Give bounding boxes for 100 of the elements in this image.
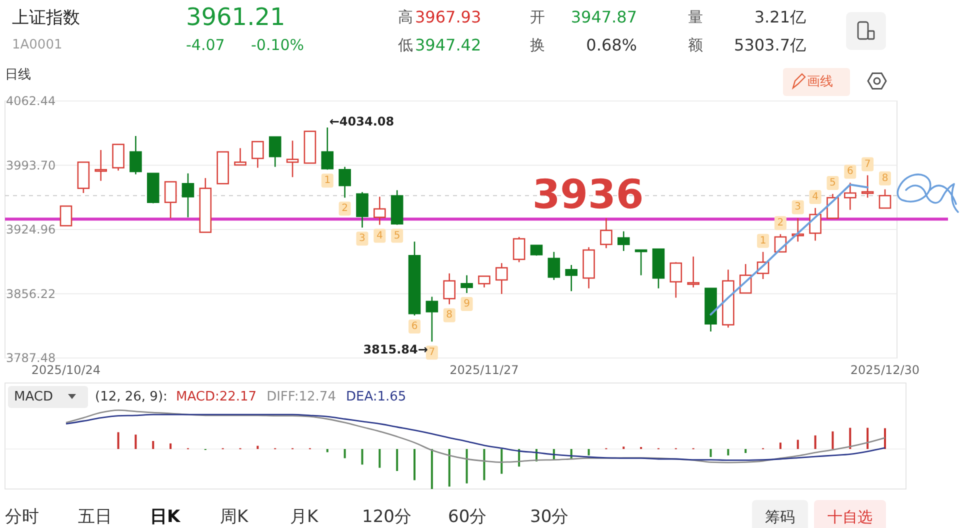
text: 3947.87 [570, 8, 637, 26]
candlestick [234, 147, 246, 166]
text: 7 [428, 347, 436, 358]
candlestick [182, 172, 194, 218]
candlestick [809, 207, 822, 242]
candlestick [634, 249, 648, 276]
candlestick [374, 196, 386, 226]
candlestick [356, 191, 368, 228]
bar [483, 449, 486, 480]
bar [832, 431, 834, 449]
text: 日K [150, 507, 181, 527]
text: 月K [290, 507, 319, 527]
bar [396, 449, 398, 471]
candlestick [600, 218, 612, 249]
chart-title: MACD [14, 390, 53, 404]
text: 60分 [448, 507, 487, 527]
text: 6 [846, 166, 854, 178]
bar [414, 449, 416, 480]
text: 3 [359, 233, 366, 244]
text: 5 [394, 230, 400, 242]
candlestick [565, 264, 578, 292]
text: 4 [812, 191, 818, 202]
text: 十自选 [828, 508, 872, 526]
candlestick [878, 188, 892, 210]
annotation: ←4034.08 [329, 114, 394, 129]
bar [796, 440, 799, 449]
candlestick [60, 205, 72, 226]
text: 分时 [5, 507, 39, 527]
text: 3967.93 [415, 8, 482, 26]
bar [744, 449, 747, 453]
text: 0.68% [586, 36, 637, 54]
chart-subtitle: (12, 26, 9): [95, 390, 168, 404]
text: 120分 [362, 507, 412, 527]
text: 5 [830, 177, 836, 188]
text: MACD:22.17 [176, 390, 257, 404]
ref-line-label: 3936 [532, 172, 644, 218]
x-tick-label: 2025/11/27 [450, 363, 519, 377]
candlestick [268, 136, 282, 168]
bar [588, 449, 590, 456]
text: 4 [376, 230, 383, 242]
text: -0.10% [251, 36, 304, 54]
bar [344, 449, 346, 458]
y-tick-label: 3924.96 [6, 222, 56, 236]
candlestick [164, 181, 177, 219]
text: 筹码 [765, 508, 795, 526]
chart-title: 日线 [5, 68, 31, 82]
series-label: DIFF:12.74 [266, 390, 336, 404]
text: 高 [398, 8, 413, 26]
bar [849, 428, 852, 449]
text: 画线 [807, 74, 833, 90]
candlestick [548, 251, 560, 281]
y-tick-label: 3787.48 [6, 351, 56, 365]
candlestick [861, 174, 874, 198]
text: 开 [530, 8, 545, 26]
bar [170, 443, 172, 449]
text: 1 [760, 235, 766, 246]
text: 1A0001 [12, 38, 62, 52]
text: 8 [882, 172, 888, 184]
bar [710, 449, 712, 457]
text: -4.07 [186, 36, 225, 54]
candlestick [617, 230, 630, 252]
candlestick [512, 236, 526, 263]
candlestick [844, 182, 856, 210]
bar [117, 432, 120, 449]
text: 7 [864, 158, 871, 170]
candlestick [687, 256, 700, 288]
candlestick [426, 296, 438, 342]
series-label: DEA:1.65 [346, 390, 406, 404]
text: 上证指数 [12, 8, 80, 28]
bar [256, 446, 259, 449]
y-tick-label: 4062.44 [6, 94, 56, 108]
text: 五日 [78, 507, 112, 527]
candlestick [338, 166, 351, 198]
bar [134, 434, 137, 449]
bar [466, 449, 468, 484]
text: 2 [342, 203, 348, 214]
bar [448, 449, 450, 487]
bar [500, 449, 503, 474]
candlestick [112, 144, 124, 172]
bar [152, 441, 154, 449]
text: 3.21亿 [754, 8, 806, 26]
text: 3 [794, 202, 802, 213]
candlestick [130, 135, 142, 175]
text: 5303.7亿 [734, 36, 806, 54]
candlestick [495, 262, 508, 295]
candlestick [460, 274, 473, 294]
text: 3947.42 [415, 36, 482, 54]
y-tick-label: 3993.70 [6, 158, 56, 172]
bar [361, 449, 364, 465]
text: 30分 [530, 507, 569, 527]
text: 低 [398, 36, 413, 54]
text: 8 [446, 310, 453, 321]
bar [779, 442, 782, 449]
text: 换 [530, 36, 545, 54]
candlestick [286, 140, 299, 178]
bar [378, 449, 381, 468]
bar [430, 449, 433, 489]
bar [866, 428, 869, 449]
candlestick [478, 276, 490, 288]
x-tick-label: 2025/12/30 [850, 363, 920, 377]
